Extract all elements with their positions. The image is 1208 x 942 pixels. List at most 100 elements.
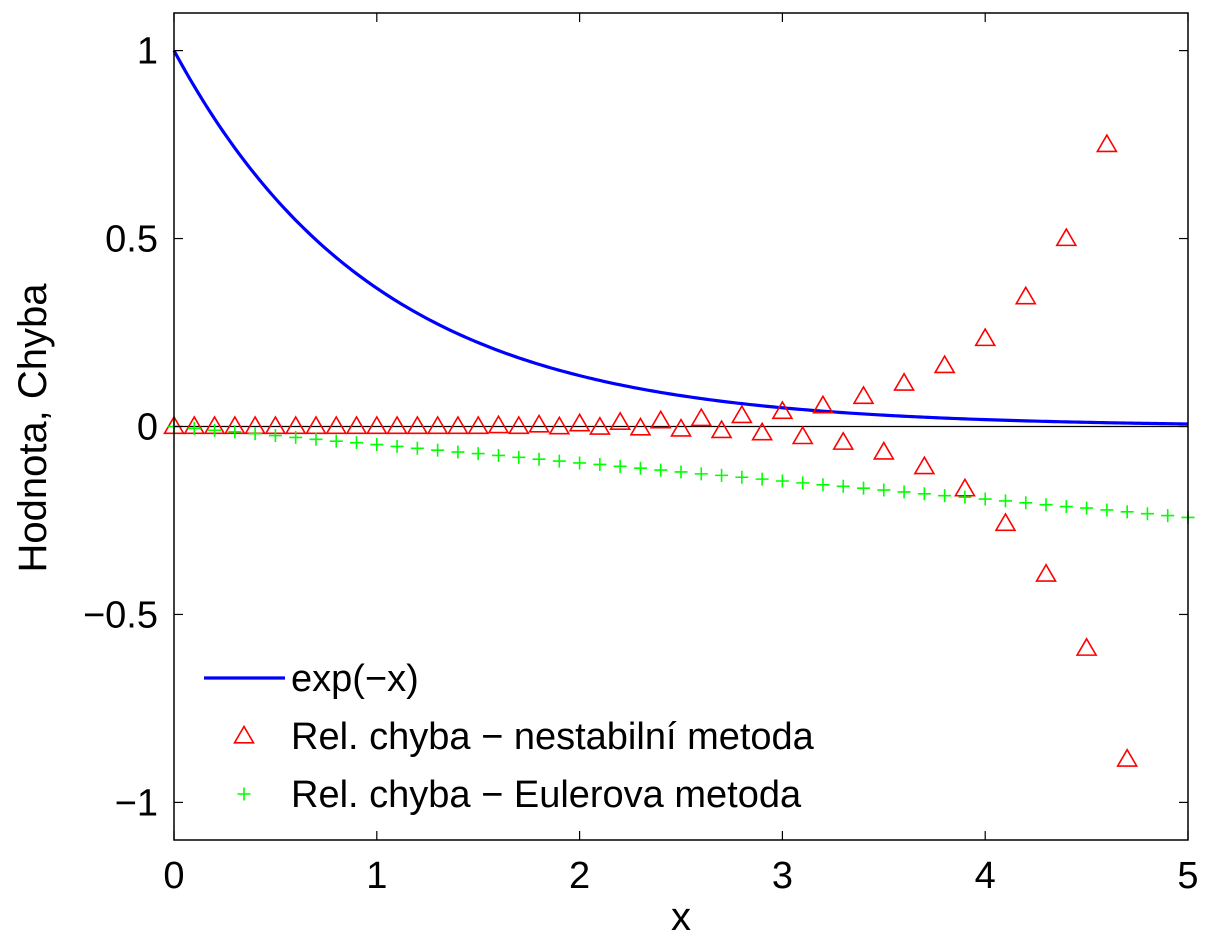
data-point-plus bbox=[228, 425, 242, 439]
data-point-triangle bbox=[1035, 563, 1057, 582]
legend-label: Rel. chyba − Eulerova metoda bbox=[291, 774, 802, 816]
data-point-triangle bbox=[751, 421, 774, 441]
data-point-triangle bbox=[487, 414, 510, 434]
y-tick-label: −0.5 bbox=[83, 594, 158, 636]
data-point-plus bbox=[573, 456, 587, 470]
data-point-triangle bbox=[791, 425, 814, 445]
data-point-triangle bbox=[406, 415, 429, 435]
data-point-triangle bbox=[609, 411, 632, 431]
legend-label: Rel. chyba − nestabilní metoda bbox=[291, 716, 815, 758]
data-point-plus bbox=[1019, 496, 1033, 510]
x-tick-label: 5 bbox=[1177, 855, 1198, 897]
data-point-plus bbox=[735, 470, 749, 484]
x-tick-label: 4 bbox=[975, 855, 996, 897]
data-point-triangle bbox=[994, 512, 1017, 532]
x-tick-label: 0 bbox=[163, 855, 184, 897]
data-point-plus bbox=[329, 434, 343, 448]
data-point-plus bbox=[208, 423, 222, 437]
legend: exp(−x) Rel. chyba − nestabilní metoda Rel… bbox=[204, 658, 815, 816]
y-tick-label: 0.5 bbox=[105, 219, 158, 261]
data-point-triangle bbox=[730, 404, 753, 424]
data-point-plus bbox=[532, 452, 546, 466]
data-point-triangle bbox=[771, 400, 794, 420]
data-point-plus bbox=[958, 490, 972, 504]
data-point-plus bbox=[1039, 498, 1053, 512]
data-point-plus bbox=[654, 463, 668, 477]
data-point-plus bbox=[1080, 501, 1094, 515]
legend-label: exp(−x) bbox=[291, 658, 419, 700]
exp-curve-line bbox=[172, 49, 1189, 426]
data-point-triangle bbox=[852, 385, 875, 405]
data-point-triangle bbox=[365, 415, 388, 435]
data-point-plus bbox=[451, 445, 465, 459]
data-point-plus bbox=[938, 489, 952, 503]
data-point-plus bbox=[491, 448, 505, 462]
x-tick-label: 3 bbox=[772, 855, 793, 897]
y-tick-label: 1 bbox=[137, 31, 158, 73]
data-point-triangle bbox=[568, 412, 591, 432]
data-point-plus bbox=[370, 438, 384, 452]
data-point-plus bbox=[431, 443, 445, 457]
data-point-plus bbox=[755, 472, 769, 486]
y-tick-label: 0 bbox=[137, 407, 158, 449]
data-point-plus bbox=[897, 485, 911, 499]
data-point-triangle bbox=[548, 415, 571, 435]
data-point-triangle bbox=[447, 415, 469, 435]
data-point-plus bbox=[857, 481, 871, 495]
data-point-plus bbox=[289, 430, 303, 444]
data-point-triangle bbox=[1014, 285, 1037, 305]
data-point-triangle bbox=[812, 394, 834, 414]
data-point-triangle bbox=[1055, 227, 1078, 247]
data-point-plus bbox=[1059, 500, 1073, 514]
data-point-plus bbox=[471, 447, 485, 461]
x-tick-label: 2 bbox=[569, 855, 590, 897]
data-point-triangle bbox=[467, 415, 490, 435]
data-point-triangle bbox=[832, 431, 855, 450]
data-point-triangle bbox=[588, 416, 611, 435]
data-point-plus bbox=[796, 476, 810, 490]
data-point-plus bbox=[268, 429, 282, 443]
data-point-triangle bbox=[933, 354, 956, 374]
data-point-plus bbox=[877, 483, 891, 497]
data-point-plus bbox=[1140, 507, 1154, 521]
data-point-plus bbox=[816, 478, 830, 492]
data-point-triangle bbox=[690, 407, 713, 427]
data-point-plus bbox=[998, 494, 1012, 508]
data-point-triangle bbox=[872, 440, 895, 460]
data-point-triangle bbox=[710, 419, 733, 439]
y-tick-label: −1 bbox=[115, 782, 158, 824]
y-axis-label: Hodnota, Chyba bbox=[11, 283, 55, 573]
data-point-triangle bbox=[426, 415, 449, 435]
x-axis-label: x bbox=[671, 895, 691, 939]
data-point-triangle bbox=[507, 415, 530, 435]
data-point-triangle bbox=[893, 372, 915, 391]
data-point-plus bbox=[836, 479, 850, 493]
data-point-plus bbox=[694, 467, 708, 481]
data-point-plus bbox=[613, 459, 627, 473]
data-point-triangle bbox=[345, 415, 368, 435]
data-point-triangle bbox=[649, 409, 672, 429]
series-2 bbox=[167, 420, 1195, 524]
data-point-triangle bbox=[528, 413, 550, 433]
data-point-plus bbox=[248, 427, 262, 441]
data-point-triangle bbox=[913, 455, 936, 475]
data-point-plus bbox=[512, 450, 526, 464]
data-point-triangle bbox=[325, 415, 348, 435]
data-point-plus bbox=[978, 492, 992, 506]
series-0 bbox=[172, 49, 1189, 426]
data-point-plus bbox=[309, 432, 323, 446]
data-point-plus bbox=[350, 436, 364, 450]
data-point-plus bbox=[593, 457, 607, 471]
data-point-triangle bbox=[974, 327, 997, 347]
x-tick-label: 1 bbox=[366, 855, 387, 897]
data-point-plus bbox=[633, 461, 647, 475]
legend-swatch-plus bbox=[237, 787, 251, 801]
data-point-triangle bbox=[1095, 133, 1118, 153]
data-point-plus bbox=[187, 421, 201, 435]
data-point-plus bbox=[917, 487, 931, 501]
data-point-plus bbox=[552, 454, 566, 468]
data-point-triangle bbox=[1116, 748, 1139, 767]
data-point-plus bbox=[674, 465, 688, 479]
data-point-triangle bbox=[386, 415, 408, 435]
